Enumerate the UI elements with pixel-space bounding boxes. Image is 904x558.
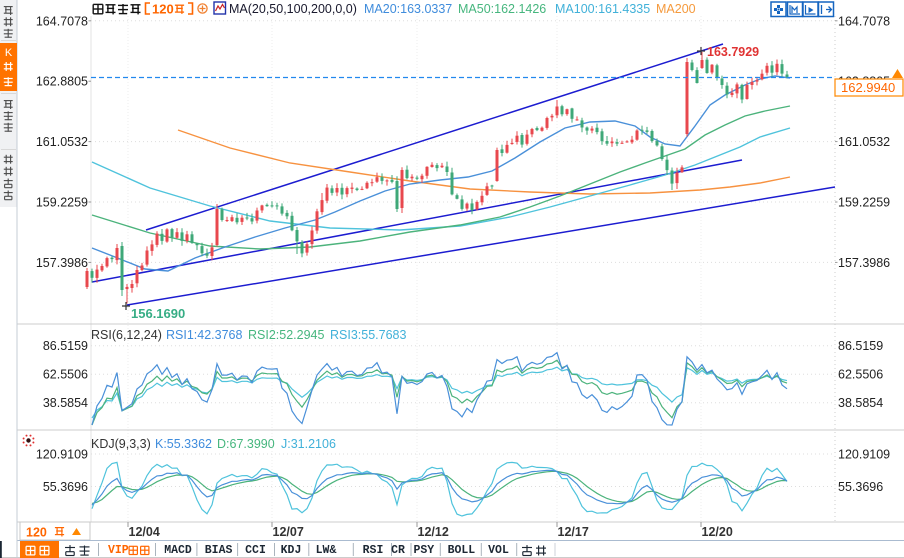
svg-text:MA200: MA200 bbox=[656, 2, 696, 16]
svg-text:162.9940: 162.9940 bbox=[841, 80, 895, 95]
svg-text:RSI3:55.7683: RSI3:55.7683 bbox=[330, 328, 406, 342]
svg-text:120: 120 bbox=[26, 526, 47, 540]
svg-text:D:67.3990: D:67.3990 bbox=[217, 437, 275, 451]
svg-text:162.8805: 162.8805 bbox=[36, 75, 88, 89]
svg-text:62.5506: 62.5506 bbox=[838, 368, 883, 382]
svg-text:MA20:163.0337: MA20:163.0337 bbox=[364, 2, 452, 16]
svg-text:38.5854: 38.5854 bbox=[838, 396, 883, 410]
svg-text:157.3986: 157.3986 bbox=[36, 256, 88, 270]
svg-text:KDJ: KDJ bbox=[281, 544, 302, 557]
svg-text:BOLL: BOLL bbox=[448, 544, 476, 557]
svg-text:CR: CR bbox=[391, 544, 405, 557]
svg-text:12/20: 12/20 bbox=[702, 525, 733, 539]
svg-text:55.3696: 55.3696 bbox=[838, 480, 883, 494]
svg-text:161.0532: 161.0532 bbox=[36, 135, 88, 149]
svg-text:62.5506: 62.5506 bbox=[43, 368, 88, 382]
svg-text:164.7078: 164.7078 bbox=[838, 14, 890, 28]
svg-text:163.7929: 163.7929 bbox=[707, 45, 759, 59]
svg-text:RSI2:52.2945: RSI2:52.2945 bbox=[248, 328, 324, 342]
svg-text:MA50:162.1426: MA50:162.1426 bbox=[458, 2, 546, 16]
svg-text:J:31.2106: J:31.2106 bbox=[281, 437, 336, 451]
svg-text:RSI: RSI bbox=[363, 544, 384, 557]
svg-text:KDJ(9,3,3): KDJ(9,3,3) bbox=[91, 437, 151, 451]
svg-text:157.3986: 157.3986 bbox=[838, 256, 890, 270]
svg-text:LW&: LW& bbox=[316, 544, 337, 557]
svg-text:12/04: 12/04 bbox=[129, 525, 160, 539]
svg-text:55.3696: 55.3696 bbox=[43, 480, 88, 494]
svg-text:MACD: MACD bbox=[164, 544, 192, 557]
svg-text:VOL: VOL bbox=[488, 544, 509, 557]
svg-text:156.1690: 156.1690 bbox=[131, 306, 185, 321]
svg-text:86.5159: 86.5159 bbox=[43, 339, 88, 353]
svg-text:164.7078: 164.7078 bbox=[36, 14, 88, 28]
svg-text:RSI1:42.3768: RSI1:42.3768 bbox=[166, 328, 242, 342]
svg-text:38.5854: 38.5854 bbox=[43, 396, 88, 410]
svg-text:K:55.3362: K:55.3362 bbox=[155, 437, 212, 451]
svg-text:12/12: 12/12 bbox=[418, 525, 449, 539]
svg-text:BIAS: BIAS bbox=[205, 544, 233, 557]
svg-text:MA100:161.4335: MA100:161.4335 bbox=[555, 2, 650, 16]
svg-text:159.2259: 159.2259 bbox=[838, 196, 890, 210]
svg-text:MA(20,50,100,200,0,0): MA(20,50,100,200,0,0) bbox=[229, 2, 357, 16]
svg-text:120.9109: 120.9109 bbox=[838, 448, 890, 462]
svg-text:159.2259: 159.2259 bbox=[36, 196, 88, 210]
svg-text:161.0532: 161.0532 bbox=[838, 135, 890, 149]
svg-text:PSY: PSY bbox=[413, 544, 434, 557]
svg-text:CCI: CCI bbox=[245, 544, 266, 557]
svg-text:VIP: VIP bbox=[108, 544, 129, 557]
svg-text:12/17: 12/17 bbox=[558, 525, 589, 539]
svg-text:12/07: 12/07 bbox=[273, 525, 304, 539]
svg-text:86.5159: 86.5159 bbox=[838, 339, 883, 353]
svg-text:K: K bbox=[5, 47, 13, 59]
svg-text:120.9109: 120.9109 bbox=[36, 448, 88, 462]
svg-text:120: 120 bbox=[152, 2, 174, 17]
svg-text:RSI(6,12,24): RSI(6,12,24) bbox=[91, 328, 162, 342]
